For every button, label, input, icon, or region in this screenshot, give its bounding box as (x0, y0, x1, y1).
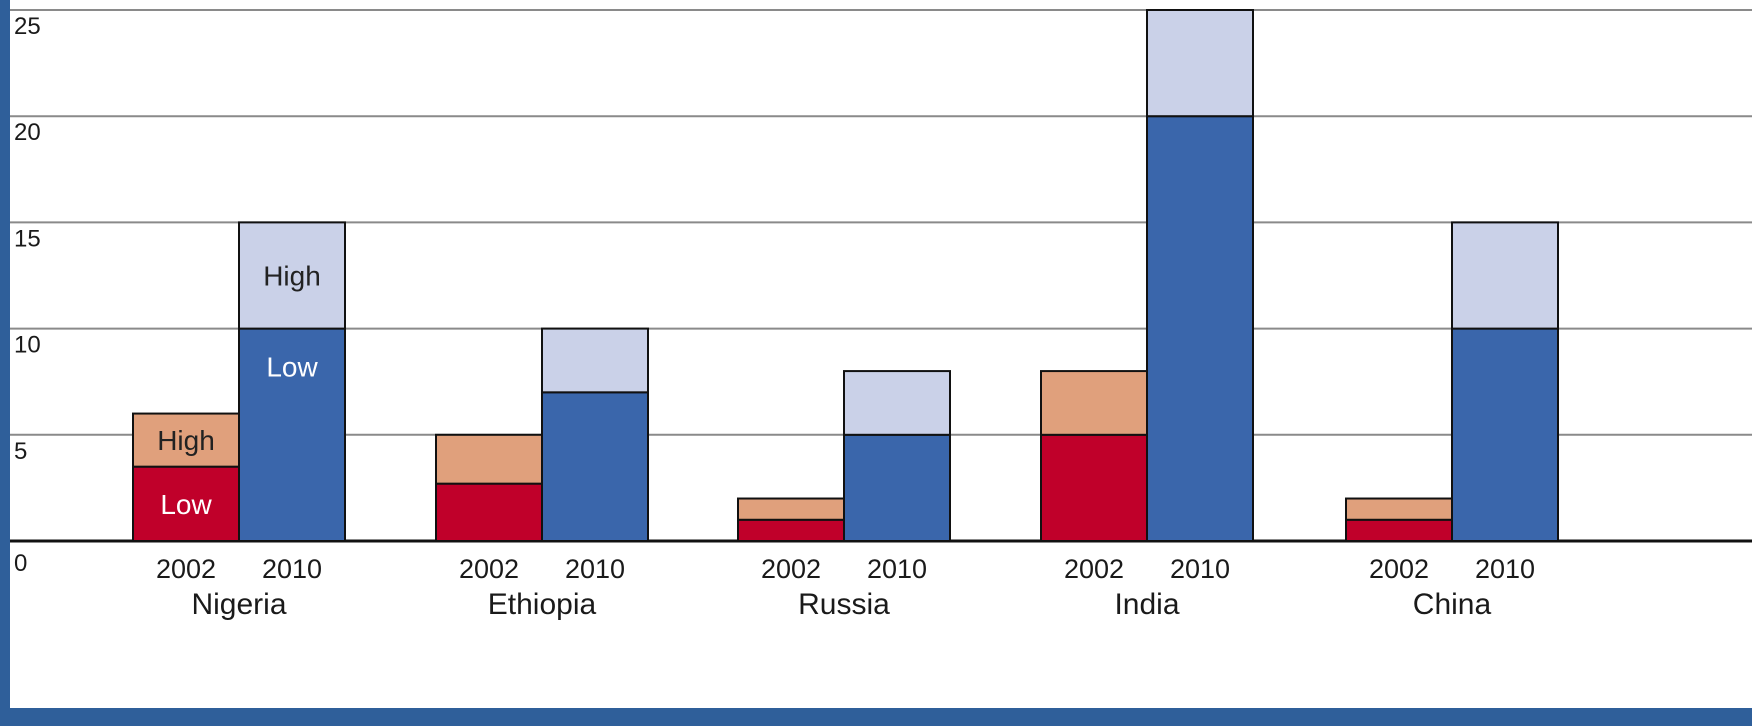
bar-segment-low (843, 433, 951, 542)
bar-segment-low (1146, 115, 1254, 542)
year-label: 2002 (156, 554, 216, 584)
year-label: 2010 (1170, 554, 1230, 584)
y-tick-label: 0 (14, 550, 27, 577)
country-label: India (1114, 588, 1179, 621)
bar-segment-low (435, 482, 543, 543)
year-label: 2002 (1064, 554, 1124, 584)
bar-segment-high (737, 497, 845, 521)
year-label: 2010 (262, 554, 322, 584)
segment-label-high: High (157, 425, 215, 456)
segment-label-low: Low (266, 352, 318, 383)
bar-segment-low (737, 518, 845, 543)
bar-segment-high (1345, 497, 1453, 521)
y-tick-label: 5 (14, 438, 27, 465)
bars (132, 9, 1559, 543)
bar-segment-low (1345, 518, 1453, 543)
year-label: 2002 (761, 554, 821, 584)
segment-label-low: Low (160, 489, 212, 520)
year-label: 2010 (867, 554, 927, 584)
year-label: 2010 (565, 554, 625, 584)
country-label: Ethiopia (488, 588, 597, 621)
stacked-bar-chart: 0 5 10 15 20 25 High Low 2002 High Low 2010 Nigeria 2… (10, 9, 1752, 621)
country-label: Russia (798, 588, 890, 621)
country-label: China (1413, 588, 1492, 621)
year-label: 2002 (459, 554, 519, 584)
y-tick-label: 10 (14, 332, 41, 359)
bar-segment-low (541, 391, 649, 542)
labels: 0 5 10 15 20 25 High Low 2002 High Low 2010 Nigeria 2… (14, 13, 1535, 621)
year-label: 2002 (1369, 554, 1429, 584)
chart-panel: 0 5 10 15 20 25 High Low 2002 High Low 2010 Nigeria 2… (10, 0, 1752, 708)
y-tick-label: 20 (14, 119, 41, 146)
year-label: 2010 (1475, 554, 1535, 584)
segment-label-high: High (263, 261, 321, 292)
bar-segment-low (1451, 327, 1559, 542)
country-label: Nigeria (191, 588, 286, 621)
y-tick-label: 15 (14, 225, 41, 252)
bar-segment-low (132, 465, 240, 542)
bar-segment-high (1040, 370, 1148, 436)
bar-segment-high (1146, 9, 1254, 118)
bar-segment-high (541, 327, 649, 394)
y-tick-label: 25 (14, 13, 41, 40)
bar-segment-high (843, 370, 951, 436)
bar-segment-high (238, 221, 346, 330)
bar-segment-high (1451, 221, 1559, 330)
bar-segment-high (435, 433, 543, 485)
bar-segment-low (1040, 433, 1148, 542)
bar-segment-low (238, 327, 346, 542)
